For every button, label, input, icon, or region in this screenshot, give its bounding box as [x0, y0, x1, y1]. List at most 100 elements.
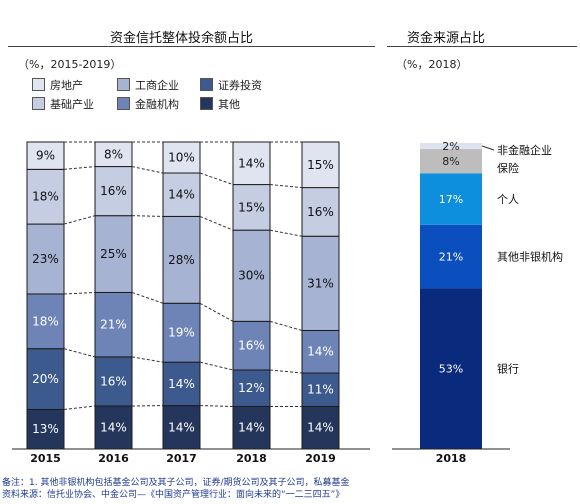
connector-line — [269, 369, 303, 374]
legend-swatch — [32, 97, 45, 110]
connector-line — [199, 215, 234, 231]
connector-line — [199, 361, 234, 371]
connector-line — [63, 405, 96, 410]
connector-line — [269, 320, 303, 331]
data-label: 14% — [307, 421, 334, 435]
data-label: 17% — [439, 193, 463, 206]
data-label: 14% — [307, 345, 334, 359]
right-chart-subtitle: （%，2018） — [396, 58, 468, 71]
bar-segment — [301, 372, 340, 407]
data-label: 53% — [439, 363, 463, 376]
bar-segment — [94, 215, 133, 293]
connector-line — [131, 215, 164, 217]
x-tick-label: 2018 — [436, 452, 467, 465]
data-label: 14% — [168, 377, 195, 391]
right-chart-title: 资金来源占比 — [407, 31, 486, 46]
data-label: 21% — [439, 251, 463, 264]
data-label: 18% — [32, 314, 59, 328]
legend-swatch — [200, 97, 213, 110]
data-label: 28% — [168, 253, 195, 267]
bar-segment — [232, 184, 271, 231]
connector-line — [269, 229, 303, 237]
legend-swatch — [117, 78, 130, 91]
data-label: 15% — [307, 158, 334, 172]
data-label: 15% — [238, 200, 265, 214]
x-tick-label: 2015 — [30, 452, 61, 465]
legend-label: 其他 — [218, 98, 240, 111]
bar-segment — [162, 405, 201, 450]
series-label: 其他非银机构 — [497, 250, 563, 264]
series-label: 个人 — [497, 193, 519, 206]
data-label: 14% — [100, 421, 127, 435]
bar-segment — [420, 149, 482, 174]
data-label: 14% — [238, 421, 265, 435]
connector-line — [131, 291, 164, 304]
bar-segment — [232, 405, 271, 450]
data-label: 14% — [238, 156, 265, 170]
legend-label: 基础产业 — [50, 98, 94, 111]
data-label: 16% — [307, 205, 334, 219]
data-label: 10% — [168, 151, 195, 165]
bar-segment — [420, 288, 482, 449]
bar-segment — [162, 215, 201, 304]
data-label: 9% — [36, 149, 55, 163]
legend-label: 证券投资 — [218, 79, 262, 92]
connector-line — [199, 172, 234, 186]
series-label: 银行 — [497, 362, 519, 376]
bar-segment — [420, 143, 482, 150]
bar-segment — [162, 302, 201, 363]
data-label: 11% — [307, 383, 334, 397]
data-label: 20% — [32, 372, 59, 386]
right-title-underline — [387, 46, 577, 47]
bar-segment — [232, 141, 271, 186]
data-label: 8% — [104, 147, 123, 161]
data-label: 31% — [307, 276, 334, 290]
bar-segment — [232, 229, 271, 322]
bar-segment — [420, 173, 482, 225]
legend-swatch — [117, 97, 130, 110]
bar-segment — [26, 348, 65, 410]
left-chart-subtitle: （%，2015-2019） — [18, 58, 122, 71]
left-title-underline — [8, 46, 375, 47]
bar-segment — [94, 166, 133, 217]
data-label: 14% — [168, 420, 195, 434]
left-chart-title: 资金信托整体投余额占比 — [110, 31, 254, 46]
connector-line — [63, 348, 96, 358]
connector-line — [199, 405, 234, 407]
data-label: 16% — [100, 184, 127, 198]
bar-segment — [26, 408, 65, 450]
data-label: 13% — [32, 422, 59, 436]
x-tick-label: 2018 — [236, 452, 267, 465]
source-note: 资料来源：信托业协会、中金公司—《中国资产管理行业：面向未来的“一二三四五”》 — [2, 490, 345, 500]
data-label: 16% — [100, 374, 127, 388]
data-label: 23% — [32, 252, 59, 266]
x-tick-label: 2019 — [305, 452, 336, 465]
footnote: 备注：1. 其他非银机构包括基金公司及其子公司，证券/期货公司及其子公司，私募基… — [2, 478, 350, 488]
bar-segment — [94, 291, 133, 358]
series-label: 非金融企业 — [497, 143, 552, 157]
legend-label: 房地产 — [50, 79, 83, 92]
connector-line — [63, 166, 96, 170]
legend-swatch — [32, 78, 45, 91]
data-label: 8% — [442, 155, 459, 168]
data-label: 19% — [168, 326, 195, 340]
connector-line — [63, 215, 96, 225]
connector-line — [131, 356, 164, 363]
bar-segment — [420, 224, 482, 289]
leader-line — [481, 145, 495, 151]
bar-segment — [94, 405, 133, 450]
data-label: 25% — [100, 247, 127, 261]
data-label: 2% — [442, 140, 459, 153]
bar-segment — [26, 293, 65, 350]
bar-segment — [26, 168, 65, 225]
connector-line — [63, 291, 96, 295]
x-tick-label: 2016 — [98, 452, 129, 465]
connector-line — [269, 184, 303, 189]
data-label: 16% — [238, 339, 265, 353]
bar-segment — [162, 141, 201, 174]
legend-label: 工商企业 — [135, 79, 179, 92]
x-tick-label: 2017 — [166, 452, 197, 465]
legend-swatch — [200, 78, 213, 91]
